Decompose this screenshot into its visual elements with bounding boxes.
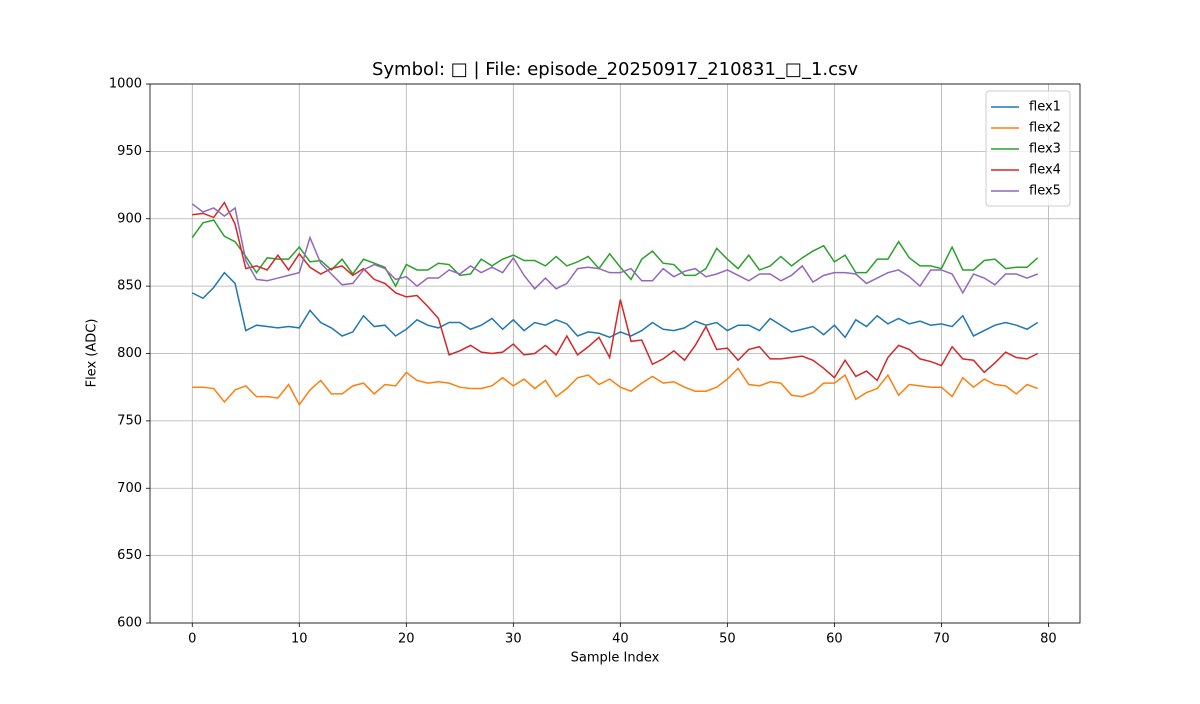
x-tick-label: 20 (398, 632, 415, 647)
y-tick-label: 750 (117, 413, 142, 428)
y-axis-label: Flex (ADC) (85, 319, 100, 388)
y-tick-label: 900 (117, 211, 142, 226)
legend-label: flex3 (1029, 142, 1061, 157)
legend-label: flex2 (1029, 121, 1061, 136)
x-tick-label: 60 (826, 632, 843, 647)
x-tick-label: 30 (505, 632, 522, 647)
y-tick-label: 1000 (109, 77, 142, 92)
data-line (192, 201, 1039, 382)
plot-area (191, 201, 1039, 407)
x-tick-label: 80 (1040, 632, 1057, 647)
x-tick-label: 0 (188, 632, 196, 647)
y-tick-label: 850 (117, 279, 142, 294)
chart-title: Symbol: □ | File: episode_20250917_21083… (372, 59, 858, 80)
x-tick-label: 10 (291, 632, 308, 647)
y-tick-label: 800 (117, 346, 142, 361)
legend-box (985, 90, 1071, 207)
y-tick-label: 700 (117, 481, 142, 496)
legend-label: flex5 (1029, 184, 1061, 199)
legend: flex1 flex2 flex3 flex4 flex5 (985, 90, 1071, 207)
data-line (192, 367, 1038, 407)
y-tick-label: 650 (117, 548, 142, 563)
x-tick-label: 50 (719, 632, 736, 647)
x-tick-label: 70 (933, 632, 950, 647)
legend-label: flex1 (1029, 100, 1061, 115)
y-tick-label: 950 (117, 144, 142, 159)
legend-label: flex4 (1029, 163, 1061, 178)
x-axis-label: Sample Index (571, 651, 660, 666)
data-line (191, 203, 1038, 295)
x-tick-label: 40 (612, 632, 629, 647)
data-line (191, 271, 1039, 339)
y-tick-label: 600 (117, 616, 142, 631)
